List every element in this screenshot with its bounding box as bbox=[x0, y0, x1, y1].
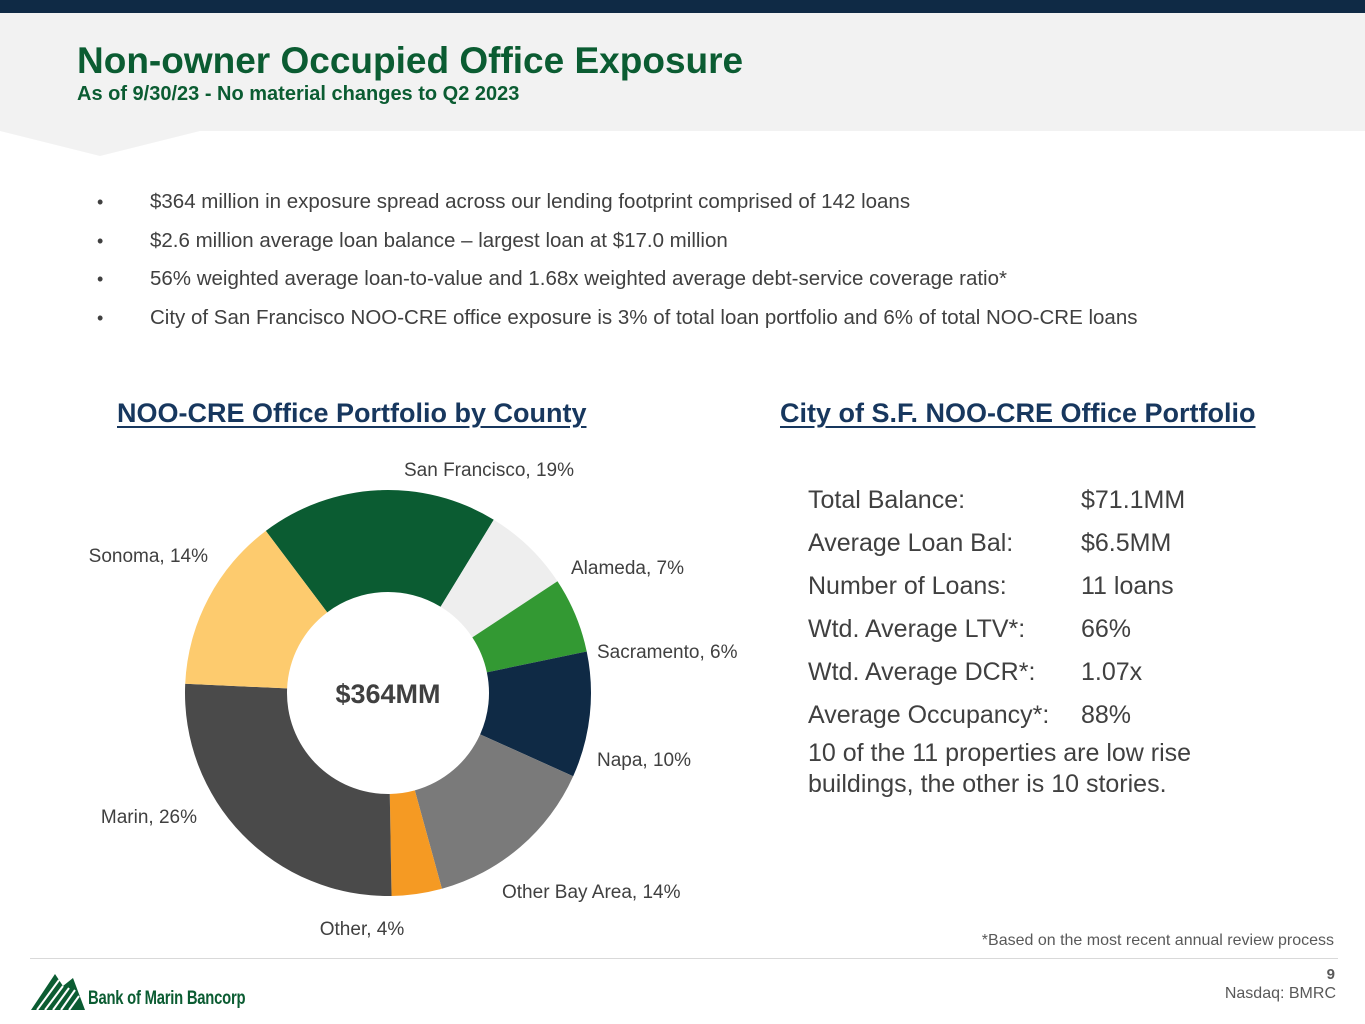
bullet-item: • City of San Francisco NOO-CRE office ex… bbox=[95, 302, 1137, 341]
sf-portfolio-note: 10 of the 11 properties are low rise bui… bbox=[808, 739, 1192, 798]
page-subtitle: As of 9/30/23 - No material changes to Q… bbox=[77, 83, 520, 105]
slice-label-other: Other, 4% bbox=[320, 919, 405, 940]
bullet-text: City of San Francisco NOO-CRE office exp… bbox=[150, 305, 1138, 329]
stat-row-average-loan-bal: Average Loan Bal: $6.5MM bbox=[808, 523, 1288, 566]
header-band bbox=[0, 13, 1365, 131]
county-chart-title: NOO-CRE Office Portfolio by County bbox=[117, 398, 587, 428]
slice-marin bbox=[185, 683, 392, 896]
bullet-item: • $364 million in exposure spread across … bbox=[95, 186, 1137, 225]
slice-label-san-francisco: San Francisco, 19% bbox=[404, 460, 574, 481]
stat-value: 11 loans bbox=[1081, 572, 1174, 600]
slice-napa bbox=[480, 651, 592, 777]
stat-label: Average Occupancy*: bbox=[808, 701, 1050, 729]
bullet-text: $2.6 million average loan balance – larg… bbox=[150, 228, 728, 252]
stat-row-total-balance: Total Balance: $71.1MM bbox=[808, 480, 1288, 523]
page-number: 9 bbox=[1326, 966, 1335, 983]
stat-label: Total Balance: bbox=[808, 486, 966, 514]
stat-value: 66% bbox=[1081, 615, 1132, 643]
stat-label: Wtd. Average LTV*: bbox=[808, 615, 1026, 643]
bullet-marker: • bbox=[97, 269, 104, 289]
stat-label: Wtd. Average DCR*: bbox=[808, 658, 1036, 686]
slice-sonoma bbox=[185, 530, 328, 689]
bullet-text: $364 million in exposure spread across o… bbox=[150, 190, 911, 213]
stat-row-average-occupancy: Average Occupancy*: 88% bbox=[808, 695, 1288, 738]
sf-portfolio-title: City of S.F. NOO-CRE Office Portfolio bbox=[780, 398, 1256, 428]
bullet-item: • 56% weighted average loan-to-value and … bbox=[95, 263, 1137, 302]
slice-san-francisco bbox=[265, 490, 494, 613]
stat-label: Average Loan Bal: bbox=[808, 529, 1014, 557]
page-title: Non-owner Occupied Office Exposure bbox=[77, 40, 744, 81]
slice-label-sonoma: Sonoma, 14% bbox=[89, 546, 208, 567]
slice-label-alameda: Alameda, 7% bbox=[571, 558, 684, 579]
stat-row-wtd-average-dcr: Wtd. Average DCR*: 1.07x bbox=[808, 652, 1288, 695]
bullet-item: • $2.6 million average loan balance – lar… bbox=[95, 225, 1137, 264]
slice-label-other-bay-area: Other Bay Area, 14% bbox=[502, 882, 681, 903]
stat-label: Number of Loans: bbox=[808, 572, 1007, 600]
ticker-label: Nasdaq: BMRC bbox=[1224, 985, 1336, 1002]
county-donut-chart: San Francisco, 19% Alameda, 7% Sacramento,… bbox=[89, 460, 738, 940]
slice-label-napa: Napa, 10% bbox=[597, 750, 691, 771]
header-notch bbox=[0, 131, 200, 156]
bullet-marker: • bbox=[97, 307, 104, 328]
slice-label-marin: Marin, 26% bbox=[101, 807, 197, 828]
bullet-marker: • bbox=[97, 230, 104, 251]
footnote: *Based on the most recent annual review … bbox=[981, 932, 1334, 949]
bullet-marker: • bbox=[97, 192, 104, 212]
stat-value: $71.1MM bbox=[1081, 486, 1186, 514]
stat-row-wtd-average-ltv: Wtd. Average LTV*: 66% bbox=[808, 609, 1288, 652]
sf-portfolio-stats: Total Balance: $71.1MM Average Loan Bal: $… bbox=[808, 480, 1288, 800]
summary-bullet-list: • $364 million in exposure spread across … bbox=[95, 186, 1137, 340]
slice-other bbox=[389, 790, 442, 896]
stat-value: 1.07x bbox=[1081, 658, 1143, 686]
slice-sacramento bbox=[472, 581, 587, 673]
stat-value: 88% bbox=[1081, 701, 1132, 729]
top-bar bbox=[0, 0, 1365, 13]
stat-row-number-of-loans: Number of Loans: 11 loans bbox=[808, 566, 1288, 609]
slice-label-sacramento: Sacramento, 6% bbox=[597, 642, 738, 663]
bank-logo-icon bbox=[31, 974, 85, 1011]
logo-wordmark: Bank of Marin Bancorp bbox=[88, 988, 246, 1009]
slice-other-bay-area bbox=[414, 734, 574, 889]
bullet-text: 56% weighted average loan-to-value and 1… bbox=[150, 267, 1007, 290]
slice-alameda bbox=[440, 519, 558, 638]
donut-center-label: $364MM bbox=[335, 679, 440, 709]
footer-divider bbox=[30, 958, 1338, 959]
stat-value: $6.5MM bbox=[1081, 529, 1172, 557]
